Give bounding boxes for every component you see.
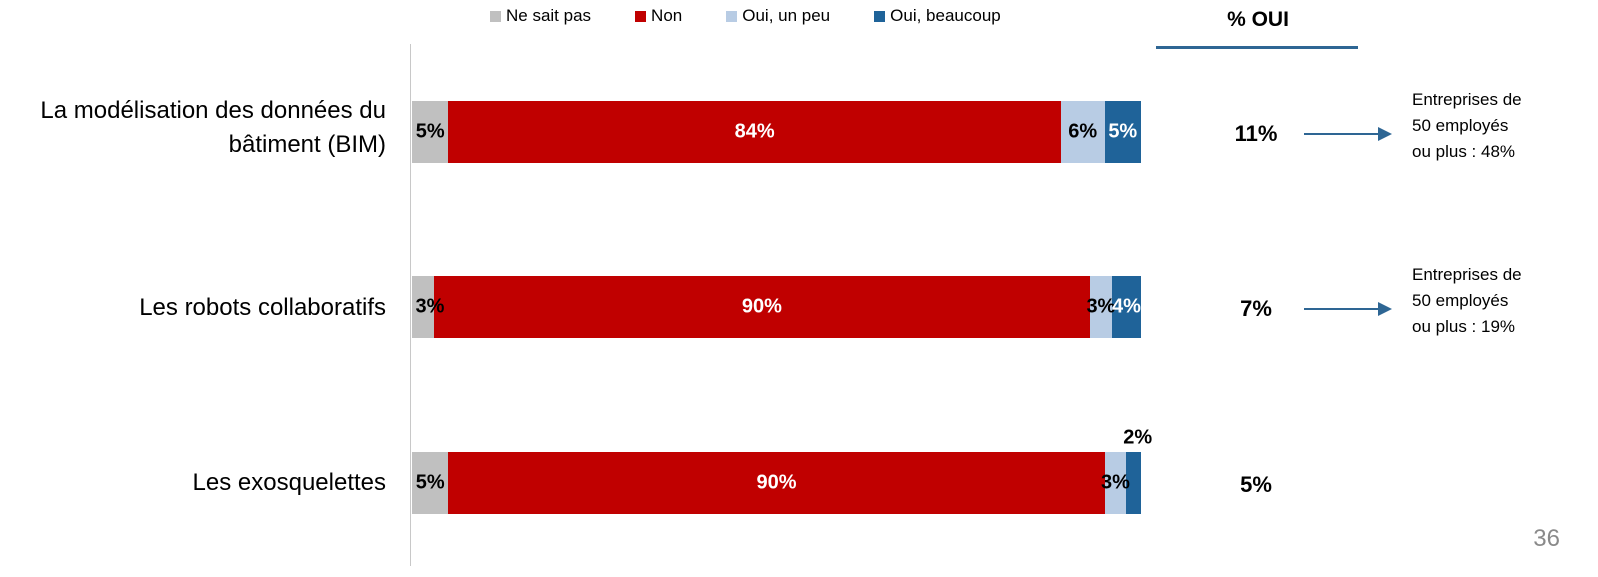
- legend: Ne sait pas Non Oui, un peu Oui, beaucoup: [490, 6, 1045, 26]
- oui-total: 11%: [1234, 121, 1278, 146]
- note-line: ou plus : 19%: [1412, 317, 1516, 336]
- data-label: 84%: [734, 120, 775, 143]
- category-label: Les exosquelettes: [192, 469, 386, 496]
- bar-segment: [412, 276, 434, 338]
- legend-label: Non: [651, 6, 683, 25]
- bar-segment: [412, 452, 449, 514]
- legend-label: Oui, beaucoup: [890, 6, 1001, 25]
- note-line: ou plus : 48%: [1412, 142, 1516, 161]
- legend-item: Oui, beaucoup: [874, 6, 1001, 26]
- bar-segment: [1111, 276, 1141, 338]
- note-text: Entreprises de 50 employés ou plus : 19%: [1412, 262, 1522, 340]
- data-label: 2%: [1123, 426, 1153, 449]
- data-label: 3%: [1101, 471, 1130, 494]
- note-line: 50 employés: [1412, 116, 1509, 135]
- bar-row: [412, 101, 1141, 163]
- bar-row: [412, 276, 1141, 338]
- legend-swatch: [635, 10, 647, 22]
- note-line: Entreprises de: [1412, 265, 1522, 284]
- arrow-line: [1304, 308, 1380, 310]
- bar-row: [412, 452, 1141, 514]
- data-label: 90%: [741, 295, 782, 318]
- category-label: La modélisation des données du: [40, 97, 386, 124]
- bar-segment: [1060, 101, 1105, 163]
- bar-segment: [1104, 452, 1127, 514]
- legend-label: Ne sait pas: [506, 6, 592, 25]
- legend-label: Oui, un peu: [742, 6, 831, 25]
- arrow-head-icon: [1378, 302, 1392, 316]
- category-label: Les robots collaboratifs: [139, 294, 386, 321]
- bar-segment: [1089, 276, 1112, 338]
- oui-total: 5%: [1240, 472, 1272, 497]
- data-label: 5%: [1108, 120, 1138, 143]
- note-line: 50 employés: [1412, 291, 1509, 310]
- data-label: 4%: [1111, 295, 1141, 318]
- bar-segment: [448, 452, 1105, 514]
- page-number: 36: [1533, 525, 1560, 552]
- data-label: 3%: [1086, 295, 1116, 318]
- oui-total: 7%: [1240, 296, 1272, 321]
- bar-segment: [412, 101, 449, 163]
- legend-item: Non: [635, 6, 682, 26]
- bar-segment: [1104, 101, 1141, 163]
- bar-segment: [1126, 452, 1141, 514]
- bar-segment: [433, 276, 1090, 338]
- data-label: 5%: [415, 471, 445, 494]
- note-line: Entreprises de: [1412, 90, 1522, 109]
- arrow-head-icon: [1378, 127, 1392, 141]
- legend-swatch: [726, 10, 738, 22]
- legend-swatch: [490, 10, 501, 22]
- oui-header-underline: [1156, 46, 1358, 49]
- category-axis-line: [410, 44, 411, 566]
- note-text: Entreprises de 50 employés ou plus : 48%: [1412, 87, 1522, 165]
- legend-swatch: [874, 10, 886, 22]
- data-label: 90%: [756, 471, 797, 494]
- data-label: 6%: [1068, 120, 1098, 143]
- oui-column-header: % OUI: [1227, 8, 1289, 31]
- bar-segment: [448, 101, 1061, 163]
- legend-item: Ne sait pas: [490, 6, 591, 26]
- arrow-line: [1304, 133, 1380, 135]
- data-label: 3%: [415, 295, 445, 318]
- category-label: bâtiment (BIM): [228, 131, 386, 158]
- data-label: 5%: [415, 120, 445, 143]
- legend-item: Oui, un peu: [726, 6, 830, 26]
